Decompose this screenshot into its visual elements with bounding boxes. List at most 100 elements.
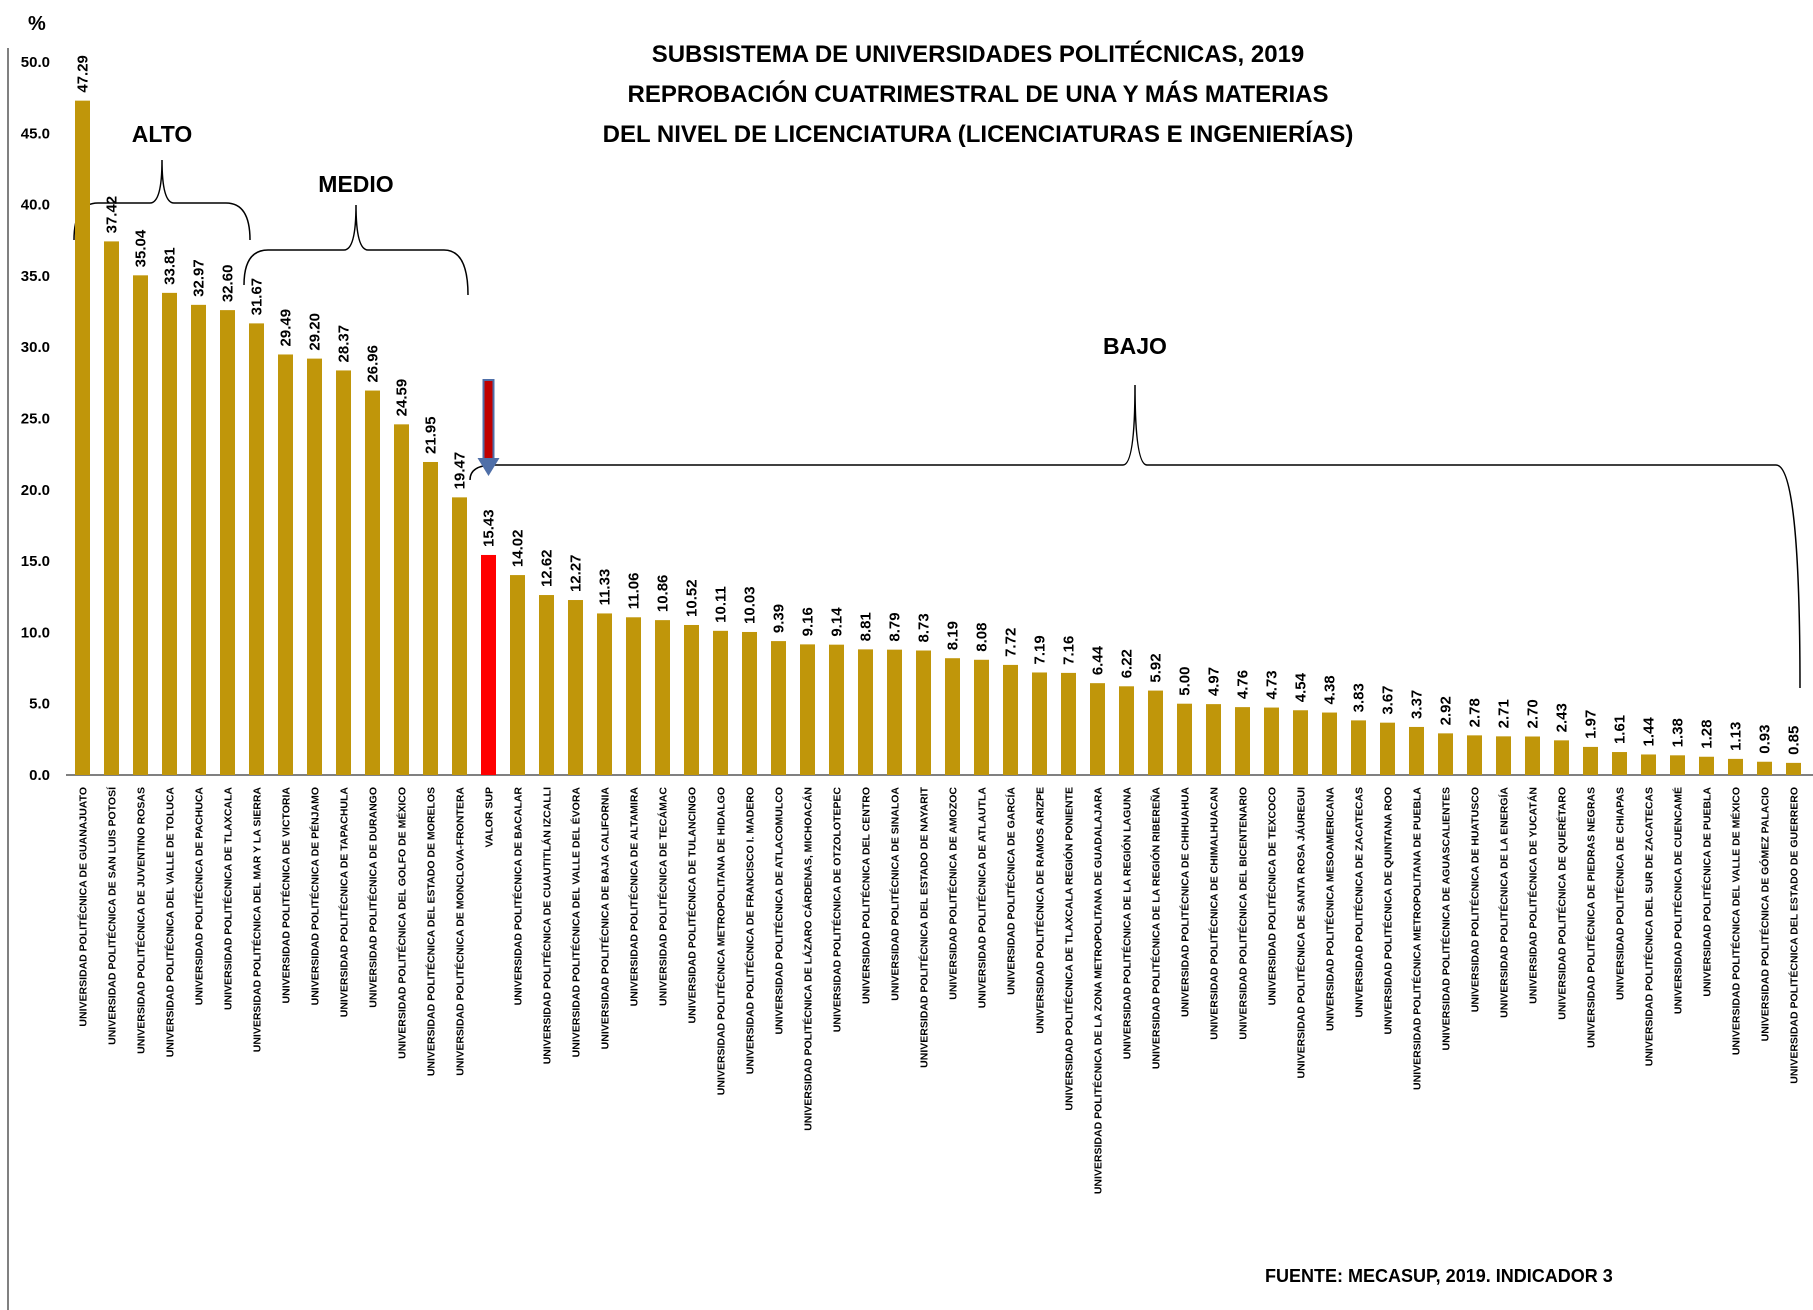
category-label: UNIVERSIDAD POLITÉCNICA DEL ESTADO DE GU… (1788, 787, 1801, 1084)
bar (1728, 758, 1743, 775)
value-label: 3.83 (1351, 683, 1368, 712)
bar (974, 659, 989, 775)
bar (1322, 712, 1337, 775)
value-label: 1.97 (1583, 710, 1600, 739)
bar (829, 644, 844, 775)
bar (510, 575, 525, 775)
category-label: UNIVERSIDAD POLITÉCNICA DE ALTAMIRA (628, 787, 641, 1007)
category-label: UNIVERSIDAD POLITÉCNICA DE OTZOLOTEPEC (831, 787, 844, 1033)
category-label: UNIVERSIDAD POLITÉCNICA DE LA REGIÓN LAG… (1121, 787, 1134, 1060)
category-label: UNIVERSIDAD POLITÉCNICA DEL ESTADO DE NA… (918, 786, 931, 1067)
category-label: UNIVERSIDAD POLITÉCNICA DEL MAR Y LA SIE… (251, 787, 264, 1053)
bar (1206, 704, 1221, 775)
value-label: 4.97 (1206, 667, 1223, 696)
value-label: 12.62 (539, 549, 556, 587)
bar (133, 275, 148, 775)
category-label: UNIVERSIDAD POLITÉCNICA DE LA ENERGÍA (1498, 787, 1511, 1018)
y-tick-label: 45.0 (21, 125, 50, 142)
group-label: ALTO (132, 121, 192, 147)
category-label: UNIVERSIDAD POLITÉCNICA DEL VALLE DE TOL… (164, 787, 177, 1058)
category-label: VALOR SUP (484, 787, 496, 847)
bar (1032, 672, 1047, 775)
category-label: UNIVERSIDAD POLITÉCNICA DE DURANGO (367, 787, 380, 1008)
bar (597, 613, 612, 775)
bars (75, 100, 1801, 776)
bar (104, 241, 119, 775)
category-label: UNIVERSIDAD POLITÉCNICA DE YUCATÁN (1527, 787, 1540, 1004)
category-label: UNIVERSIDAD POLITÉCNICA DE TULANCINGO (686, 787, 699, 1023)
value-label: 8.79 (887, 612, 904, 641)
bar (626, 617, 641, 775)
value-label: 7.19 (1032, 635, 1049, 664)
bar (1264, 707, 1279, 775)
value-label: 2.92 (1438, 696, 1455, 725)
value-label: 5.92 (1148, 653, 1165, 682)
bar (191, 304, 206, 775)
value-label: 28.37 (336, 325, 353, 363)
bar (1786, 762, 1801, 775)
y-tick-label: 0.0 (29, 767, 50, 784)
value-label: 8.73 (916, 613, 933, 642)
category-label: UNIVERSIDAD POLITÉCNICA DEL VALLE DEL ÉV… (570, 787, 583, 1058)
value-label: 8.08 (974, 623, 991, 652)
category-label: UNIVERSIDAD POLITÉCNICA DE ATLAUTLA (976, 787, 989, 1009)
value-label: 6.22 (1119, 649, 1136, 678)
bar (1641, 754, 1656, 775)
category-label: UNIVERSIDAD POLITÉCNICA DE HUATUSCO (1469, 787, 1482, 1012)
value-label: 3.67 (1380, 685, 1397, 714)
bar (655, 620, 670, 775)
value-label: 26.96 (365, 345, 382, 383)
category-labels: UNIVERSIDAD POLITÉCNICA DE GUANAJUATO UNI… (77, 786, 1801, 1194)
category-label: UNIVERSIDAD POLITÉCNICA DE CHIMALHUACAN (1208, 787, 1221, 1040)
category-label: UNIVERSIDAD POLITÉCNICA DE AGUASCALIENTE… (1440, 787, 1453, 1051)
category-label: UNIVERSIDAD POLITÉCNICA DE PACHUCA (193, 787, 206, 1006)
bar (1496, 736, 1511, 775)
bar (1119, 686, 1134, 775)
y-tick-label: 35.0 (21, 268, 50, 285)
bar (249, 323, 264, 775)
category-label: UNIVERSIDAD POLITÉCNICA DEL GOLFO DE MÉX… (396, 787, 409, 1059)
value-label: 11.06 (626, 573, 643, 610)
value-label: 1.38 (1670, 718, 1687, 747)
category-label: UNIVERSIDAD POLITÉCNICA DE BACALAR (512, 787, 525, 1006)
value-label: 8.81 (858, 612, 875, 641)
category-label: UNIVERSIDAD POLITÉCNICA DE GÓMEZ PALACIO (1759, 787, 1772, 1041)
y-tick-label: 20.0 (21, 482, 50, 499)
value-label: 35.04 (133, 229, 150, 267)
bar (1554, 740, 1569, 775)
category-label: UNIVERSIDAD POLITÉCNICA DE TLAXCALA REGI… (1063, 787, 1076, 1111)
bar (887, 649, 902, 775)
bar (75, 100, 90, 776)
value-label: 4.54 (1293, 672, 1310, 702)
bar (916, 650, 931, 775)
value-labels: 47.29 37.42 35.04 33.81 32.97 32.60 31.67 29.49… (75, 55, 1803, 755)
y-tick-label: 5.0 (29, 696, 50, 713)
category-label: UNIVERSIDAD POLITÉCNICA DE ZACATECAS (1353, 787, 1366, 1017)
category-label: UNIVERSIDAD POLITÉCNICA DE SAN LUIS POTO… (106, 786, 119, 1045)
value-label: 15.43 (481, 509, 498, 547)
value-label: 29.49 (278, 309, 295, 347)
bar (1177, 703, 1192, 775)
value-label: 10.11 (713, 586, 730, 623)
value-label: 2.43 (1554, 703, 1571, 732)
category-label: UNIVERSIDAD POLITÉCNICA DEL SUR DE ZACAT… (1643, 787, 1656, 1066)
value-label: 9.14 (829, 607, 846, 637)
category-label: UNIVERSIDAD POLITÉCNICA METROPOLITANA DE… (715, 787, 728, 1095)
category-label: UNIVERSIDAD POLITÉCNICA DE TEXCOCO (1266, 787, 1279, 1005)
category-label: UNIVERSIDAD POLITÉCNICA DE CHIHUAHUA (1179, 787, 1192, 1017)
bar (771, 641, 786, 775)
bar (1351, 720, 1366, 775)
category-label: UNIVERSIDAD POLITÉCNICA DE RAMOS ARIZPE (1034, 787, 1047, 1034)
category-label: UNIVERSIDAD POLITÉCNICA DE TAPACHULA (338, 787, 351, 1018)
y-tick-label: 50.0 (21, 54, 50, 71)
bar (365, 390, 380, 775)
category-label: UNIVERSIDAD POLITÉCNICA DE SANTA ROSA JÁ… (1295, 787, 1308, 1079)
value-label: 10.52 (684, 579, 701, 617)
bar (568, 600, 583, 775)
chart-title-line: SUBSISTEMA DE UNIVERSIDADES POLITÉCNICAS… (652, 40, 1305, 68)
bar (1699, 756, 1714, 775)
bar (945, 658, 960, 775)
category-label: UNIVERSIDAD POLITÉCNICA DE LA REGIÓN RIB… (1150, 787, 1163, 1070)
arrow-shaft (482, 379, 495, 461)
